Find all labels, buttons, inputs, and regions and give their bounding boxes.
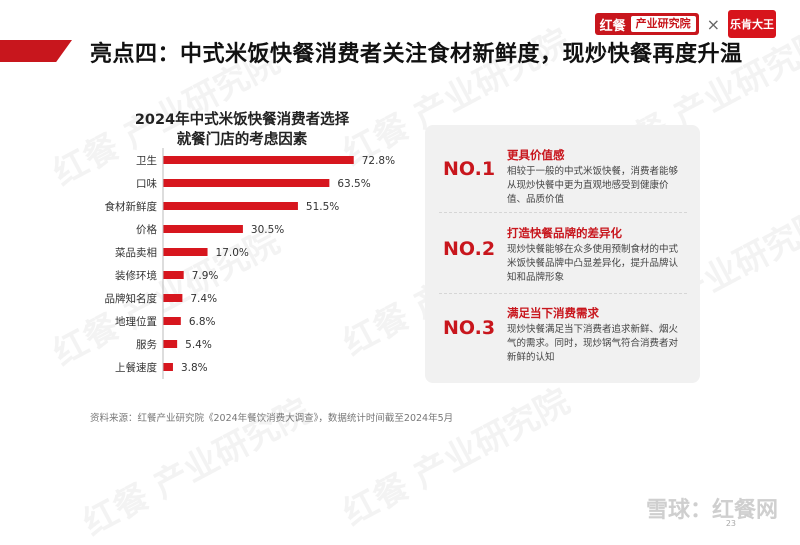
page-title: 亮点四：中式米饭快餐消费者关注食材新鲜度，现炒快餐再度升温: [90, 42, 743, 67]
partner-logo: 乐肯大王: [728, 10, 776, 38]
highlight-text: 现炒快餐能够在众多使用预制食材的中式米饭快餐品牌中凸显差异化，提升品牌认知和品牌…: [507, 244, 679, 283]
category-label: 品牌知名度: [105, 292, 158, 305]
category-label: 地理位置: [115, 315, 157, 328]
chart-title: 2024年中式米饭快餐消费者选择 就餐门店的考虑因素: [112, 110, 372, 150]
highlight-heading: 更具价值感: [507, 148, 565, 162]
bar: [163, 363, 173, 371]
bar: [163, 202, 298, 210]
highlight-text: 现炒快餐满足当下消费者追求新鲜、烟火气的需求。同时，现炒锅气符合消费者对新鲜的认…: [507, 324, 679, 363]
bar: [163, 271, 184, 279]
bar: [163, 248, 208, 256]
value-label: 17.0%: [216, 247, 249, 259]
bar: [163, 294, 183, 302]
hongcan-logo: 红餐 产业研究院: [594, 13, 699, 35]
close-icon: ×: [706, 14, 720, 34]
hongcan-logo-text: 产业研究院: [630, 16, 696, 32]
bar-chart: 卫生 72.8% 口味 63.5% 食材新鲜度 51.5% 价格 30.5% 菜品卖相 17.0%…: [105, 148, 395, 379]
source-note: 资料来源：红餐产业研究院《2024年餐饮消费大调查》，数据统计时间截至2024年…: [90, 413, 454, 424]
value-label: 5.4%: [185, 339, 212, 351]
watermark-text: 红餐 产业研究院: [76, 391, 317, 544]
category-label: 装修环境: [115, 269, 157, 282]
bar: [163, 179, 330, 187]
bar: [163, 340, 178, 348]
category-label: 食材新鲜度: [105, 200, 158, 213]
highlights-panel: NO.1 更具价值感 相较于一般的中式米饭快餐，消费者能够从现炒快餐中更为直观地…: [425, 125, 700, 383]
bar: [163, 317, 181, 325]
category-label: 菜品卖相: [115, 246, 157, 259]
divider: [439, 293, 687, 294]
page-number: 23: [725, 519, 736, 528]
value-label: 7.9%: [192, 270, 219, 282]
category-label: 卫生: [136, 154, 157, 167]
hongcan-logo-mark: 红餐: [599, 18, 626, 34]
value-label: 7.4%: [190, 293, 217, 305]
highlight-text: 相较于一般的中式米饭快餐，消费者能够从现炒快餐中更为直观地感受到健康价值、品质价…: [507, 166, 679, 205]
title-accent-bar: [0, 40, 72, 62]
chart-title-line: 就餐门店的考虑因素: [176, 132, 308, 148]
highlight-number: NO.1: [443, 158, 496, 180]
brand-logos: 红餐 产业研究院 × 乐肯大王: [594, 10, 776, 38]
category-label: 口味: [136, 178, 157, 190]
highlight-number: NO.2: [443, 238, 496, 260]
category-label: 价格: [136, 223, 157, 236]
value-label: 30.5%: [251, 224, 284, 236]
highlight-heading: 打造快餐品牌的差异化: [507, 226, 622, 240]
category-label: 上餐速度: [115, 361, 157, 374]
value-label: 72.8%: [362, 155, 395, 167]
value-label: 3.8%: [181, 362, 208, 374]
bar: [163, 225, 243, 233]
value-label: 51.5%: [306, 201, 339, 213]
value-label: 6.8%: [189, 316, 216, 328]
footer-watermark: 雪球：红餐网: [645, 498, 778, 523]
highlight-number: NO.3: [443, 317, 496, 339]
highlight-heading: 满足当下消费需求: [507, 306, 599, 320]
chart-title-line: 2024年中式米饭快餐消费者选择: [134, 112, 350, 128]
bar: [163, 156, 354, 164]
value-label: 63.5%: [337, 178, 370, 190]
category-label: 服务: [136, 338, 157, 351]
divider: [439, 212, 687, 213]
